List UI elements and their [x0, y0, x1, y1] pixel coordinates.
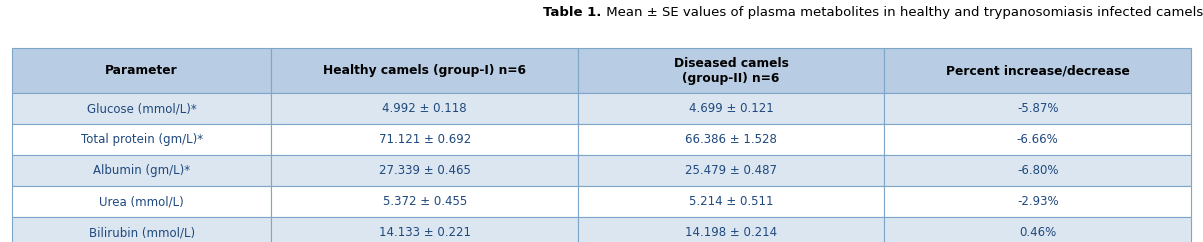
- Bar: [884, 124, 1191, 155]
- Text: 25.479 ± 0.487: 25.479 ± 0.487: [686, 164, 777, 177]
- Text: Parameter: Parameter: [106, 64, 178, 77]
- Text: 14.133 ± 0.221: 14.133 ± 0.221: [379, 226, 470, 239]
- Bar: [272, 217, 577, 242]
- Bar: [12, 93, 272, 124]
- Bar: [884, 93, 1191, 124]
- Text: 4.992 ± 0.118: 4.992 ± 0.118: [383, 102, 467, 115]
- Text: Healthy camels (group-I) n=6: Healthy camels (group-I) n=6: [324, 64, 526, 77]
- Text: 4.699 ± 0.121: 4.699 ± 0.121: [689, 102, 774, 115]
- Bar: [272, 48, 577, 93]
- Bar: [12, 124, 272, 155]
- Text: -5.87%: -5.87%: [1017, 102, 1059, 115]
- Bar: [577, 217, 884, 242]
- Text: Diseased camels
(group-II) n=6: Diseased camels (group-II) n=6: [674, 57, 789, 85]
- Text: Glucose (mmol/L)*: Glucose (mmol/L)*: [87, 102, 196, 115]
- Text: 71.121 ± 0.692: 71.121 ± 0.692: [379, 133, 470, 146]
- Text: Urea (mmol/L): Urea (mmol/L): [100, 195, 184, 208]
- Text: Total protein (gm/L)*: Total protein (gm/L)*: [81, 133, 203, 146]
- Bar: [272, 93, 577, 124]
- Text: 0.46%: 0.46%: [1019, 226, 1056, 239]
- Bar: [272, 124, 577, 155]
- Text: -2.93%: -2.93%: [1017, 195, 1059, 208]
- Bar: [12, 155, 272, 186]
- Bar: [577, 186, 884, 217]
- Bar: [12, 217, 272, 242]
- Text: Bilirubin (mmol/L): Bilirubin (mmol/L): [89, 226, 195, 239]
- Text: Albumin (gm/L)*: Albumin (gm/L)*: [93, 164, 190, 177]
- Bar: [884, 217, 1191, 242]
- Text: Mean ± SE values of plasma metabolites in healthy and trypanosomiasis infected c: Mean ± SE values of plasma metabolites i…: [602, 6, 1203, 19]
- Text: 66.386 ± 1.528: 66.386 ± 1.528: [686, 133, 777, 146]
- Bar: [884, 48, 1191, 93]
- Text: 5.214 ± 0.511: 5.214 ± 0.511: [689, 195, 774, 208]
- Text: Table 1.: Table 1.: [543, 6, 602, 19]
- Text: -6.66%: -6.66%: [1017, 133, 1059, 146]
- Text: -6.80%: -6.80%: [1017, 164, 1059, 177]
- Bar: [577, 155, 884, 186]
- Text: 5.372 ± 0.455: 5.372 ± 0.455: [383, 195, 467, 208]
- Bar: [272, 186, 577, 217]
- Bar: [884, 186, 1191, 217]
- Bar: [577, 124, 884, 155]
- Text: 27.339 ± 0.465: 27.339 ± 0.465: [379, 164, 470, 177]
- Text: 14.198 ± 0.214: 14.198 ± 0.214: [686, 226, 777, 239]
- Bar: [577, 93, 884, 124]
- Bar: [884, 155, 1191, 186]
- Bar: [577, 48, 884, 93]
- Bar: [12, 48, 272, 93]
- Text: Percent increase/decrease: Percent increase/decrease: [946, 64, 1130, 77]
- Bar: [272, 155, 577, 186]
- Bar: [12, 186, 272, 217]
